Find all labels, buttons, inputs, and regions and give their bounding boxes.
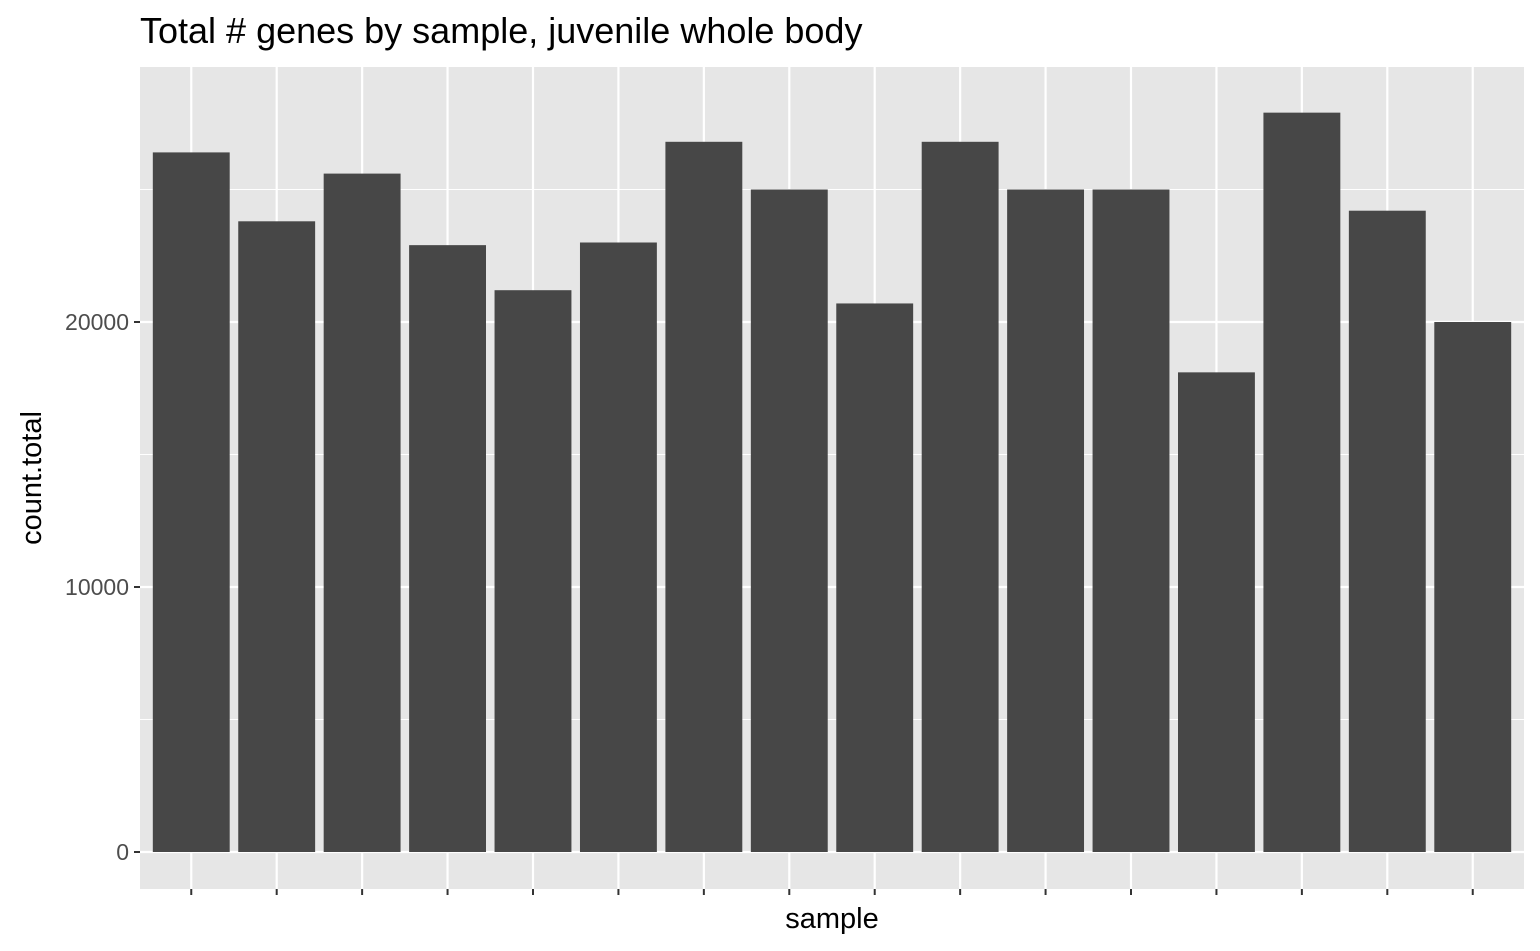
bar [1007,189,1085,852]
x-axis-title: sample [785,903,879,935]
bar [1092,189,1170,852]
chart-title: Total # genes by sample, juvenile whole … [140,10,862,51]
bar [238,221,316,853]
bar [1348,210,1426,852]
bar [836,303,914,852]
y-tick-label: 0 [116,839,129,865]
y-axis: 0 10000 20000 [65,309,140,865]
bar [750,189,828,852]
bar [494,290,572,852]
bar [409,245,486,852]
x-axis [190,889,1474,895]
bar [323,173,401,853]
bar [665,141,743,853]
y-tick-label: 10000 [65,574,129,600]
bar [1434,322,1512,852]
y-tick-label: 20000 [65,309,129,335]
bars [152,112,1512,853]
bar [1178,372,1255,852]
bar [921,141,999,853]
bar [1263,112,1341,852]
bar [579,242,657,852]
bar [152,152,230,852]
y-axis-title: count.total [16,411,48,545]
